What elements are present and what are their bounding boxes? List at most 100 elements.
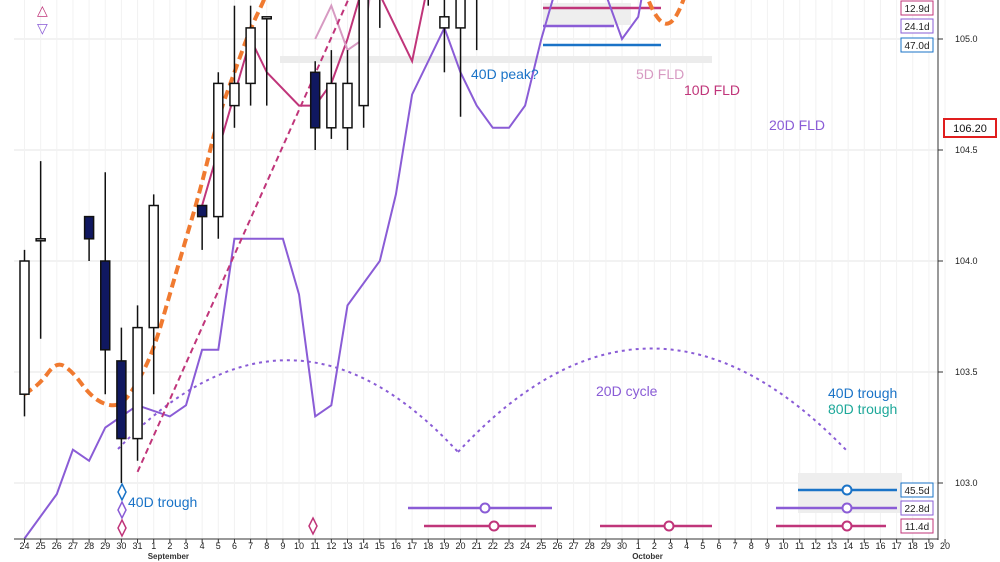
xtick-label-15: 8 (264, 541, 269, 551)
candle-18 (439, 0, 450, 73)
date-axis: 24 25 26 27 28 29 30 31 1 2 3 4 5 6 7 8 9 10 11 12 13 14 15 16 1… (19, 539, 950, 561)
candle-body-0 (19, 260, 30, 395)
xtick-label-45: 8 (749, 541, 754, 551)
candle-1 (35, 161, 46, 339)
ytick-label-2: 104.0 (955, 256, 978, 266)
ytick-label-1: 103.5 (955, 367, 978, 377)
xtick-label-8: 1 (151, 541, 156, 551)
xtick-label-20: 13 (342, 541, 352, 551)
xtick-label-22: 15 (375, 541, 385, 551)
xtick-label-17: 10 (294, 541, 304, 551)
fld-line-0 (23, 0, 643, 540)
xtick-label-7: 31 (133, 541, 143, 551)
xtick-label-55: 18 (908, 541, 918, 551)
candle-body-11 (261, 16, 272, 20)
period-box-5 (900, 518, 934, 534)
xtick-label-16: 9 (280, 541, 285, 551)
candle-body-10 (245, 27, 256, 85)
ytick-label-3: 104.5 (955, 145, 978, 155)
candle-14 (342, 50, 353, 150)
period-boxes: 12.9d 24.1d 47.0d 45.5d 22.8d 11.4d (900, 0, 934, 534)
xtick-label-48: 11 (795, 541, 804, 551)
period-box-3 (900, 482, 934, 498)
grid (14, 0, 946, 539)
month-label-0: September (148, 552, 189, 561)
xtick-label-3: 27 (68, 541, 78, 551)
candle-body-15 (358, 0, 369, 107)
candle-19 (455, 0, 466, 117)
candle-body-1 (35, 238, 46, 242)
trend-layer (136, 0, 350, 473)
candle-10 (245, 5, 256, 106)
xtick-label-21: 14 (359, 541, 369, 551)
candle-body-9 (229, 82, 240, 107)
peak-shade (280, 56, 712, 63)
current-price-label: 106.20 (953, 123, 987, 135)
xtick-label-1: 25 (36, 541, 46, 551)
xtick-label-0: 24 (19, 541, 29, 551)
xtick-label-54: 17 (892, 541, 902, 551)
xtick-label-52: 15 (859, 541, 869, 551)
label-5d-fld: 5D FLD (636, 66, 684, 82)
xtick-label-6: 30 (116, 541, 126, 551)
orange-cycle-curve (23, 0, 686, 408)
marker-triangle-purple: ▽ (37, 20, 48, 36)
xtick-label-28: 21 (472, 541, 482, 551)
candle-body-4 (116, 360, 127, 440)
xtick-label-41: 4 (684, 541, 689, 551)
period-box-label-4: 22.8d (904, 504, 929, 515)
label-40d-trough-left: 40D trough (128, 494, 197, 510)
candle-body-12 (309, 71, 321, 129)
xtick-label-27: 20 (456, 541, 466, 551)
candle-15 (358, 0, 369, 128)
xtick-label-25: 18 (423, 541, 433, 551)
xtick-label-4: 28 (84, 541, 94, 551)
xtick-label-46: 9 (765, 541, 770, 551)
candle-body-7 (196, 204, 208, 218)
candle-6 (148, 194, 159, 395)
candle-0 (19, 249, 30, 417)
xtick-label-2: 26 (52, 541, 62, 551)
label-20d-fld: 20D FLD (769, 117, 825, 133)
label-40d-peak: 40D peak? (471, 66, 539, 82)
xtick-label-31: 24 (520, 541, 530, 551)
xtick-label-32: 25 (536, 541, 546, 551)
cycle-arc-1 (117, 359, 459, 453)
candle-12 (309, 61, 321, 150)
candle-8 (213, 72, 224, 239)
candle-body-5 (132, 326, 143, 440)
candle-9 (229, 5, 240, 128)
xtick-label-43: 6 (716, 541, 721, 551)
candle-body-18 (439, 16, 450, 29)
candle-body-6 (148, 204, 159, 329)
bottom-cycle-bars (408, 484, 897, 532)
xtick-label-47: 10 (779, 541, 789, 551)
xtick-label-50: 13 (827, 541, 837, 551)
xtick-label-9: 2 (167, 541, 172, 551)
xtick-label-11: 4 (200, 541, 205, 551)
month-label-1: October (632, 552, 663, 561)
period-box-label-5: 11.4d (905, 522, 929, 533)
candle-body-8 (213, 82, 224, 218)
label-80d-trough: 80D trough (828, 401, 897, 417)
candle-5 (132, 305, 143, 461)
xtick-label-18: 11 (311, 541, 320, 551)
xtick-label-34: 27 (569, 541, 579, 551)
candle-body-2 (83, 215, 95, 240)
xtick-label-44: 7 (733, 541, 738, 551)
xtick-label-10: 3 (183, 541, 188, 551)
xtick-label-24: 17 (407, 541, 417, 551)
xtick-label-39: 2 (652, 541, 657, 551)
candle-7 (196, 204, 208, 250)
candle-11 (261, 16, 272, 106)
cycle-arc-2 (457, 347, 849, 453)
xtick-label-5: 29 (100, 541, 110, 551)
candle-2 (83, 215, 95, 261)
xtick-label-13: 6 (232, 541, 237, 551)
candle-body-19 (455, 0, 466, 29)
period-box-label-0: 12.9d (904, 4, 929, 15)
xtick-label-14: 7 (248, 541, 253, 551)
xtick-label-30: 23 (504, 541, 514, 551)
fld-line-2 (314, 0, 371, 52)
marker-triangle-magenta: △ (37, 2, 48, 18)
